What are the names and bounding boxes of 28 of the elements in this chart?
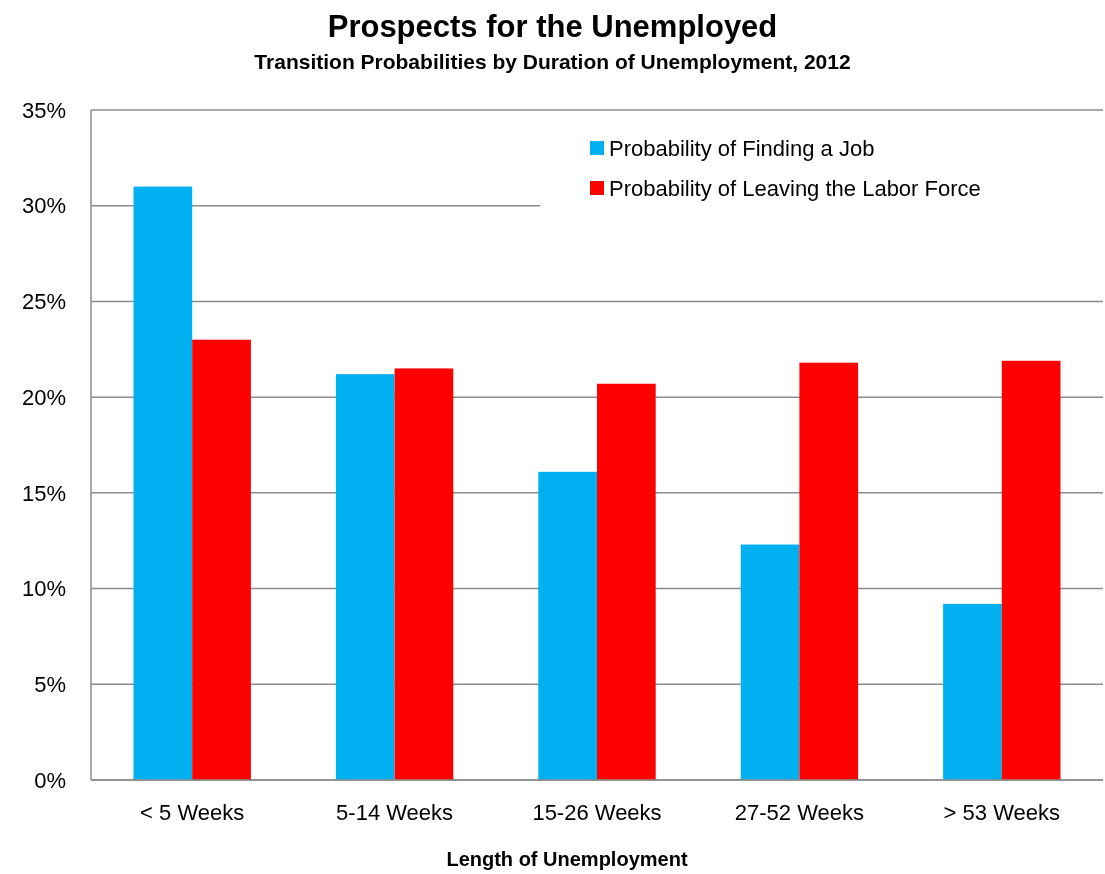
bar: [740, 544, 800, 780]
y-tick-label: 0%: [34, 767, 66, 793]
bar: [1001, 360, 1061, 780]
y-tick-label: 5%: [34, 671, 66, 697]
legend-label: Probability of Leaving the Labor Force: [609, 175, 981, 201]
y-tick-label: 20%: [21, 384, 66, 410]
y-tick-label: 30%: [21, 193, 66, 219]
bar: [943, 603, 1002, 780]
y-tick-label: 10%: [21, 576, 66, 602]
bar: [192, 339, 251, 780]
y-tick-label: 35%: [21, 97, 66, 123]
y-tick-label: 15%: [21, 480, 66, 506]
bar: [394, 368, 454, 780]
bar: [335, 374, 395, 780]
legend-label: Probability of Finding a Job: [609, 135, 875, 161]
y-tick-label: 25%: [21, 289, 66, 315]
bar: [538, 471, 597, 780]
x-axis-title: Length of Unemployment: [446, 848, 688, 870]
bar: [597, 383, 656, 780]
bar: [133, 186, 193, 780]
x-tick-label: 15-26 Weeks: [532, 800, 662, 825]
x-tick-label: > 53 Weeks: [943, 800, 1060, 825]
chart-subtitle: Transition Probabilities by Duration of Unemployment, 2012: [254, 50, 851, 73]
x-tick-label: 5-14 Weeks: [336, 800, 454, 825]
x-tick-label: 27-52 Weeks: [734, 800, 865, 825]
x-tick-label: < 5 Weeks: [140, 800, 245, 825]
bar: [799, 362, 859, 780]
chart-title: Prospects for the Unemployed: [327, 9, 778, 44]
